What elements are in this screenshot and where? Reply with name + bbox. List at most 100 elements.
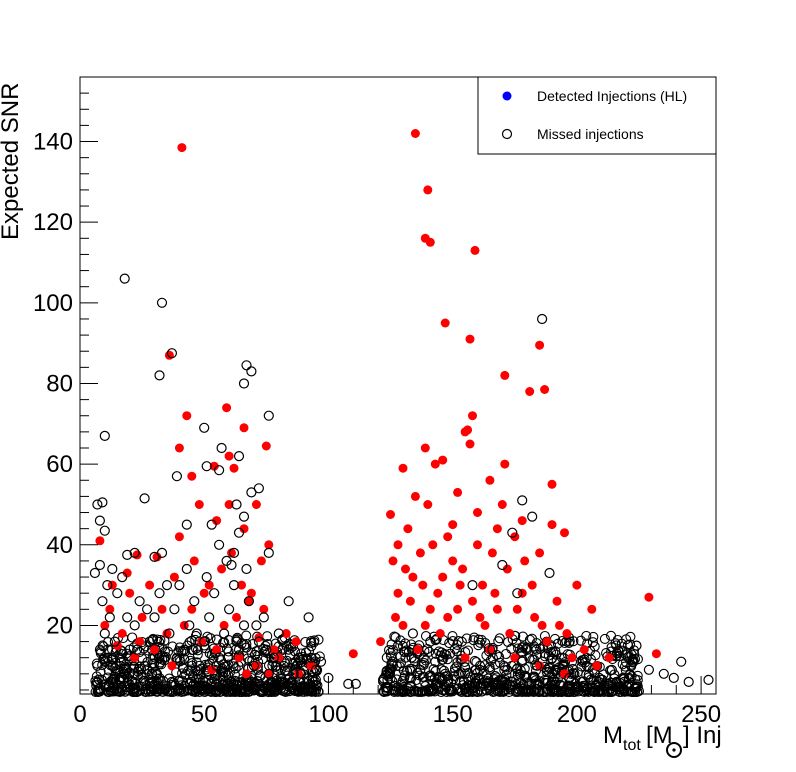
missed-point [238, 620, 250, 631]
detected-point [306, 661, 316, 671]
detected-point [259, 604, 269, 614]
detected-point [229, 463, 239, 473]
detected-point [224, 500, 234, 509]
missed-cloud-point [97, 660, 108, 671]
missed-cloud-point [155, 634, 166, 646]
detected-point [468, 596, 477, 606]
detected-point [246, 588, 256, 598]
detected-point [242, 669, 251, 679]
legend-label-missed: Missed injections [537, 126, 644, 142]
detected-point [167, 661, 177, 671]
missed-point [122, 612, 133, 623]
missed-point [445, 648, 456, 659]
missed-cloud-point [281, 655, 293, 666]
detected-point [145, 580, 155, 590]
missed-cloud-point [546, 680, 557, 691]
missed-cloud-point [461, 633, 472, 644]
missed-point [305, 652, 317, 663]
x-tick-label: 0 [73, 701, 86, 728]
missed-point [517, 495, 528, 506]
x-tick-label: 250 [681, 701, 721, 728]
missed-point [99, 430, 110, 441]
missed-cloud-point [252, 680, 263, 691]
missed-cloud-point [406, 639, 417, 650]
missed-point [261, 644, 272, 655]
missed-point [94, 515, 106, 526]
missed-point [233, 527, 245, 538]
detected-point [204, 580, 214, 590]
missed-cloud-point [444, 685, 455, 696]
missed-cloud-point [275, 683, 287, 694]
missed-point [683, 676, 694, 688]
missed-cloud-point [622, 647, 633, 658]
missed-cloud-point [432, 679, 443, 690]
detected-point [465, 439, 475, 449]
detected-point [540, 385, 550, 394]
missed-point [119, 668, 130, 679]
detected-point [465, 334, 475, 344]
missed-cloud-point [546, 653, 557, 664]
detected-point [492, 604, 502, 614]
detected-point [152, 552, 162, 562]
missed-point [407, 628, 418, 639]
missed-cloud-point [211, 686, 222, 697]
missed-point [206, 519, 217, 530]
missed-point [529, 672, 540, 684]
missed-point [206, 676, 217, 688]
missed-cloud-point [561, 686, 572, 697]
missed-point [303, 612, 314, 623]
missed-cloud-point [473, 640, 484, 651]
missed-cloud-point [223, 670, 234, 681]
detected-point [219, 620, 229, 630]
detected-point [492, 524, 502, 534]
detected-point [130, 653, 140, 663]
missed-cloud-point [452, 657, 463, 668]
missed-point [536, 313, 548, 325]
missed-cloud-point [395, 635, 406, 646]
detected-point [393, 588, 403, 598]
detected-point [420, 443, 430, 453]
missed-point [246, 366, 257, 377]
detected-point [125, 588, 135, 598]
missed-point [171, 471, 182, 482]
missed-point [703, 674, 714, 686]
missed-point [119, 273, 130, 284]
missed-point [541, 664, 553, 675]
missed-cloud-point [424, 646, 435, 657]
detected-point [234, 653, 244, 663]
missed-point [107, 563, 118, 575]
detected-point [420, 620, 430, 630]
detected-point [207, 665, 217, 675]
missed-cloud-point [223, 646, 234, 657]
detected-point [232, 612, 241, 622]
svg-text:tot: tot [623, 737, 641, 754]
missed-point [194, 660, 205, 671]
missed-point [144, 636, 155, 647]
missed-cloud-point [161, 680, 172, 691]
detected-point [448, 556, 458, 566]
missed-cloud-point [506, 643, 517, 654]
detected-point [376, 637, 386, 647]
detected-point [281, 629, 291, 638]
missed-point [146, 676, 158, 688]
detected-point [478, 580, 487, 590]
missed-point [484, 664, 495, 675]
x-axis-title: M tot [M ] Inj [603, 722, 722, 758]
missed-cloud-point [396, 679, 407, 690]
detected-point [475, 612, 485, 622]
missed-point [248, 660, 259, 671]
detected-point [122, 568, 132, 578]
missed-point [310, 664, 322, 675]
missed-point [209, 588, 220, 599]
missed-point [241, 360, 252, 371]
missed-cloud-point [459, 662, 470, 673]
missed-point [286, 676, 297, 688]
detected-point [592, 661, 602, 671]
detected-point [413, 645, 423, 655]
detected-point [485, 645, 495, 655]
missed-point [211, 660, 222, 671]
missed-cloud-point [279, 683, 290, 694]
detected-point [428, 540, 438, 550]
missed-point [527, 511, 538, 522]
missed-cloud-point [437, 654, 448, 665]
